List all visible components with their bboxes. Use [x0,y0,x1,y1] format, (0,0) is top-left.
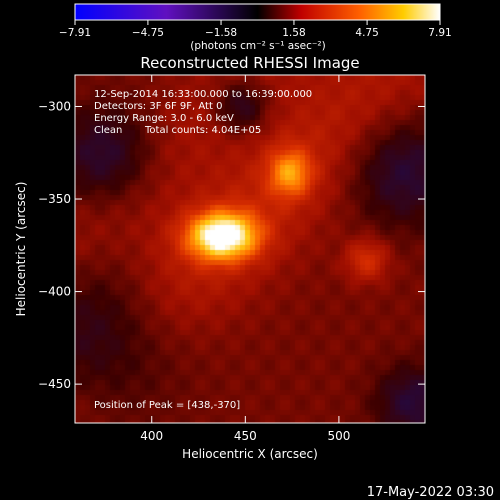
x-axis-ticks: 400 450 500 [140,75,350,443]
colorbar-ticks: −7.91 −4.75 −1.58 1.58 4.75 7.91 [59,20,452,39]
annotation-total-counts: Total counts: 4.04E+05 [144,125,261,136]
colorbar-tick-label: 1.58 [282,27,305,39]
x-axis-label: Heliocentric X (arcsec) [182,447,318,461]
colorbar-unit-label: (photons cm⁻² s⁻¹ asec⁻²) [190,40,325,52]
heatmap-image [75,75,425,423]
y-axis-label: Heliocentric Y (arcsec) [14,182,28,317]
annotation-clean: Clean [94,125,122,136]
y-tick-label: −300 [38,99,71,113]
x-tick-label: 500 [327,429,350,443]
colorbar-tick-label: 7.91 [428,27,451,39]
colorbar-tick-label: −4.75 [132,27,164,39]
x-tick-label: 450 [234,429,257,443]
plot-frame [74,74,426,424]
colorbar-tick-label: −7.91 [59,27,91,39]
y-axis-ticks: −300 −350 −400 −450 [38,99,425,391]
chart-title: Reconstructed RHESSI Image [140,54,359,72]
annotation-detectors: Detectors: 3F 6F 9F, Att 0 [94,101,222,112]
annotation-energy-range: Energy Range: 3.0 - 6.0 keV [94,113,234,124]
y-tick-label: −450 [38,377,71,391]
annotation-time-range: 12-Sep-2014 16:33:00.000 to 16:39:00.000 [94,89,312,100]
colorbar-tick-label: 4.75 [355,27,378,39]
timestamp: 17-May-2022 03:30 [367,485,494,500]
colorbar-tick-label: −1.58 [205,27,237,39]
colorbar [74,3,441,21]
x-tick-label: 400 [140,429,163,443]
y-tick-label: −350 [38,192,71,206]
y-tick-label: −400 [38,285,71,299]
annotation-peak-position: Position of Peak = [438,-370] [94,400,240,411]
